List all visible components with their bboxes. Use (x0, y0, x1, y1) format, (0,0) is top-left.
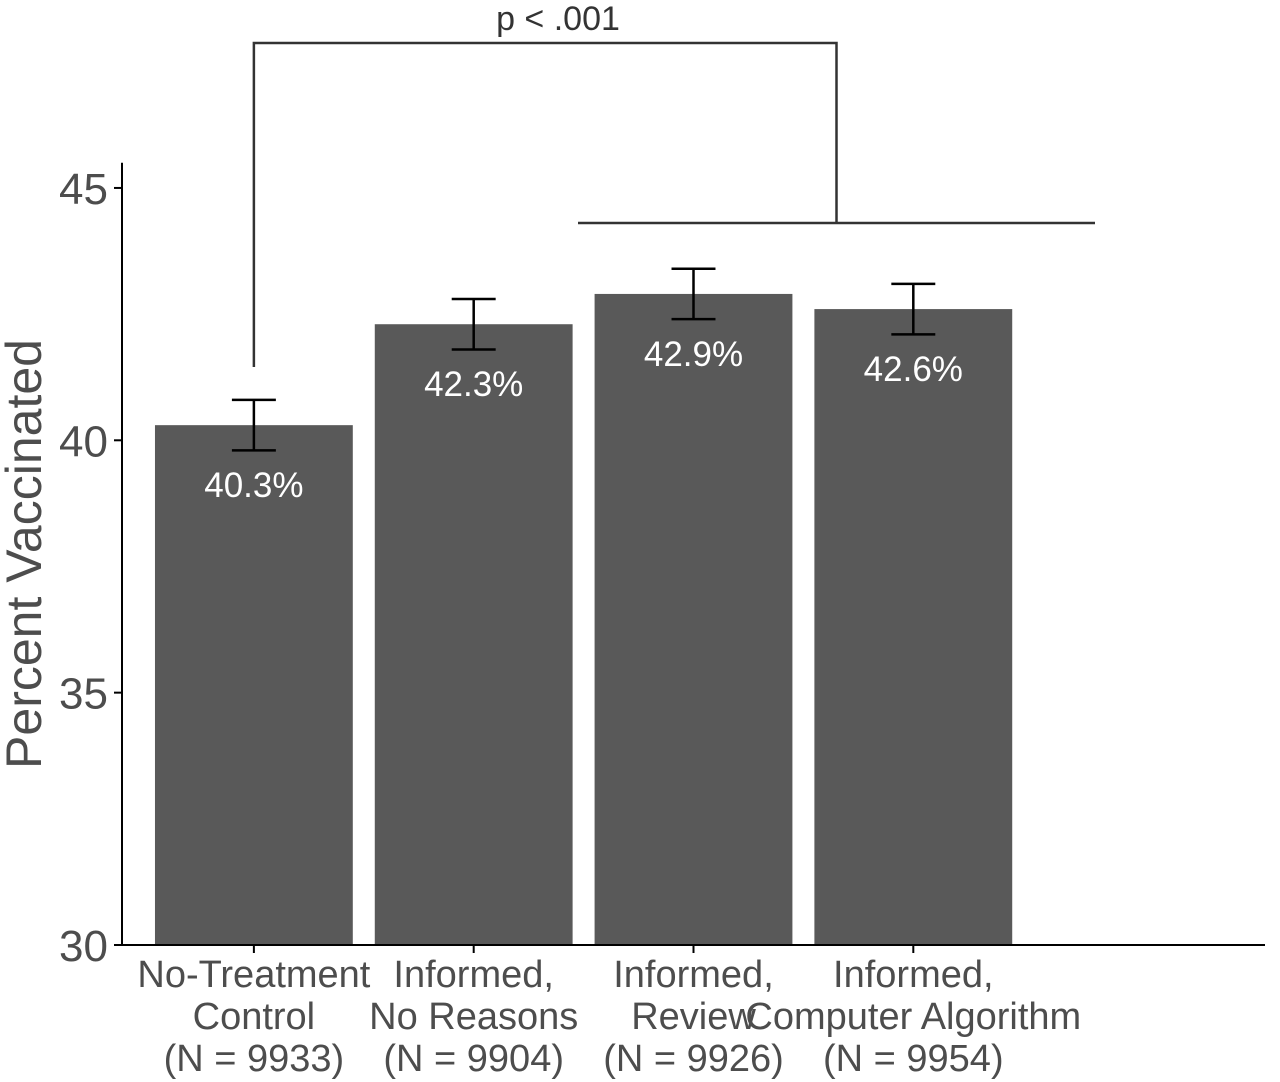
axes (114, 162, 1265, 953)
x-tick-label: No-Treatment Control (N = 9933) (137, 954, 370, 1080)
error-bar (231, 398, 276, 452)
error-bar (891, 282, 936, 336)
x-tick-label-line: Review (631, 996, 756, 1038)
x-tick-label-line: Computer Algorithm (745, 996, 1081, 1038)
significance-label: p < .001 (496, 0, 620, 38)
significance-annotation: p < .001 (252, 0, 1095, 367)
error-bars (231, 267, 936, 452)
value-labels: 40.3% 42.3% 42.9% 42.6% (204, 335, 963, 505)
bar (814, 309, 1013, 945)
bar (374, 324, 573, 945)
y-tick-labels: 30 35 40 45 (59, 165, 108, 971)
y-axis-title: Percent Vaccinated (0, 339, 52, 769)
x-tick-label: Informed, Review (N = 9926) (603, 954, 784, 1080)
x-tick-label: Informed, No Reasons (N = 9904) (369, 954, 578, 1080)
value-label: 40.3% (204, 466, 303, 505)
y-tick-label: 35 (59, 670, 108, 719)
x-tick-label-line: (N = 9926) (603, 1038, 784, 1080)
error-bar (451, 297, 496, 351)
x-tick-label-line: (N = 9933) (164, 1038, 345, 1080)
x-tick-label-line: (N = 9954) (823, 1038, 1004, 1080)
x-tick-labels: No-Treatment Control (N = 9933)Informed, No… (137, 954, 1081, 1080)
x-tick-label-line: Informed, (393, 954, 554, 996)
value-label: 42.3% (424, 365, 523, 404)
significance-bracket (252, 41, 1095, 367)
x-tick-label-line: No-Treatment (137, 954, 370, 996)
bar (594, 293, 793, 945)
x-tick-label-line: Informed, (613, 954, 774, 996)
y-tick-label: 30 (59, 922, 108, 971)
bars (154, 293, 1013, 945)
value-label: 42.9% (644, 335, 743, 374)
bar (154, 425, 353, 945)
error-bar (671, 267, 716, 321)
x-tick-label: Informed, Computer Algorithm (N = 9954) (745, 954, 1081, 1080)
value-label: 42.6% (864, 350, 963, 389)
x-tick-label-line: No Reasons (369, 996, 578, 1038)
x-tick-label-line: Control (193, 996, 316, 1038)
x-tick-label-line: Informed, (833, 954, 994, 996)
y-tick-label: 40 (59, 417, 108, 466)
y-tick-label: 45 (59, 165, 108, 214)
x-tick-label-line: (N = 9904) (383, 1038, 564, 1080)
